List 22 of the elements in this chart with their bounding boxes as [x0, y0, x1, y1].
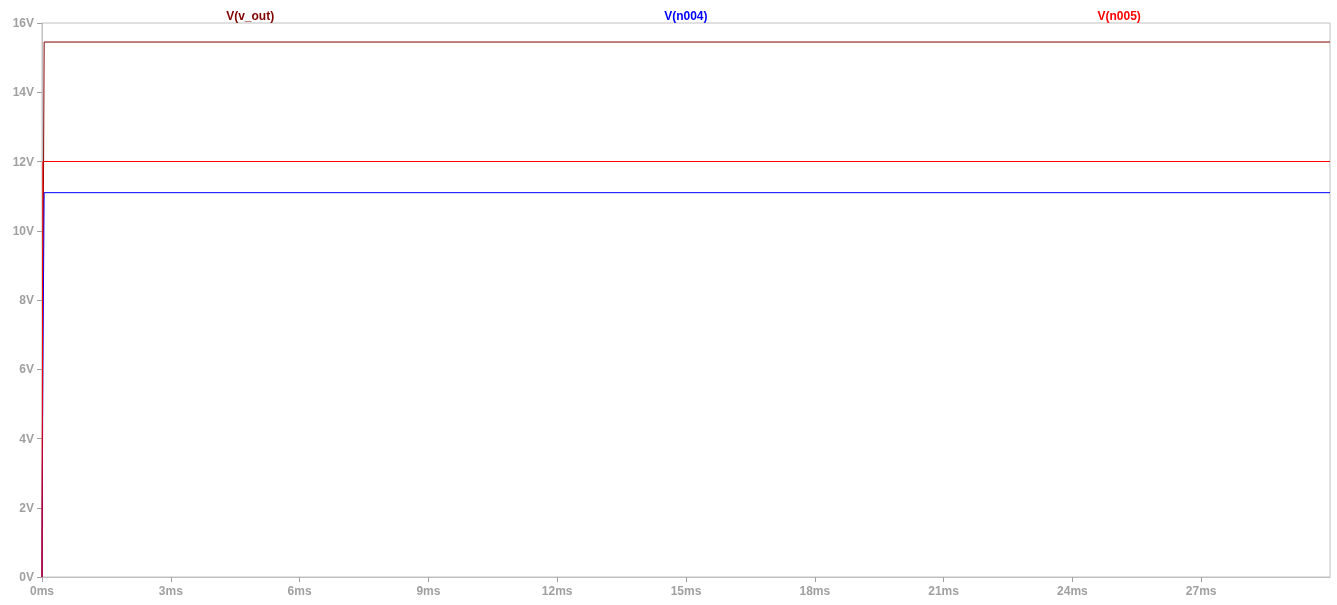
- y-tick-label: 4V: [19, 431, 34, 446]
- x-tick-label: 21ms: [928, 584, 960, 598]
- y-tick-label: 6V: [19, 362, 34, 377]
- text: V(n005): [1097, 9, 1141, 23]
- x-tick-label: 27ms: [1185, 584, 1217, 598]
- x-tick-label: 3ms: [158, 584, 184, 598]
- series-label: V(v_out): [226, 9, 275, 23]
- text: V(n004): [664, 9, 708, 23]
- x-tick-label: 9ms: [416, 584, 441, 598]
- y-tick-label: 10V: [12, 223, 34, 238]
- y-tick-label: 0V: [19, 570, 34, 584]
- y-tick-label: 2V: [19, 500, 34, 515]
- x-tick-label: 6ms: [287, 584, 312, 598]
- y-tick-label: 12V: [12, 154, 34, 169]
- x-tick-label: 12ms: [541, 584, 573, 598]
- x-tick-label: 0ms: [29, 584, 55, 598]
- x-tick-label: 18ms: [799, 584, 831, 598]
- y-tick-label: 16V: [12, 16, 34, 30]
- y-tick-label: 8V: [19, 293, 34, 307]
- x-tick-label: 24ms: [1057, 584, 1089, 598]
- y-tick-label: 14V: [12, 85, 34, 100]
- x-tick-label: 15ms: [670, 584, 702, 598]
